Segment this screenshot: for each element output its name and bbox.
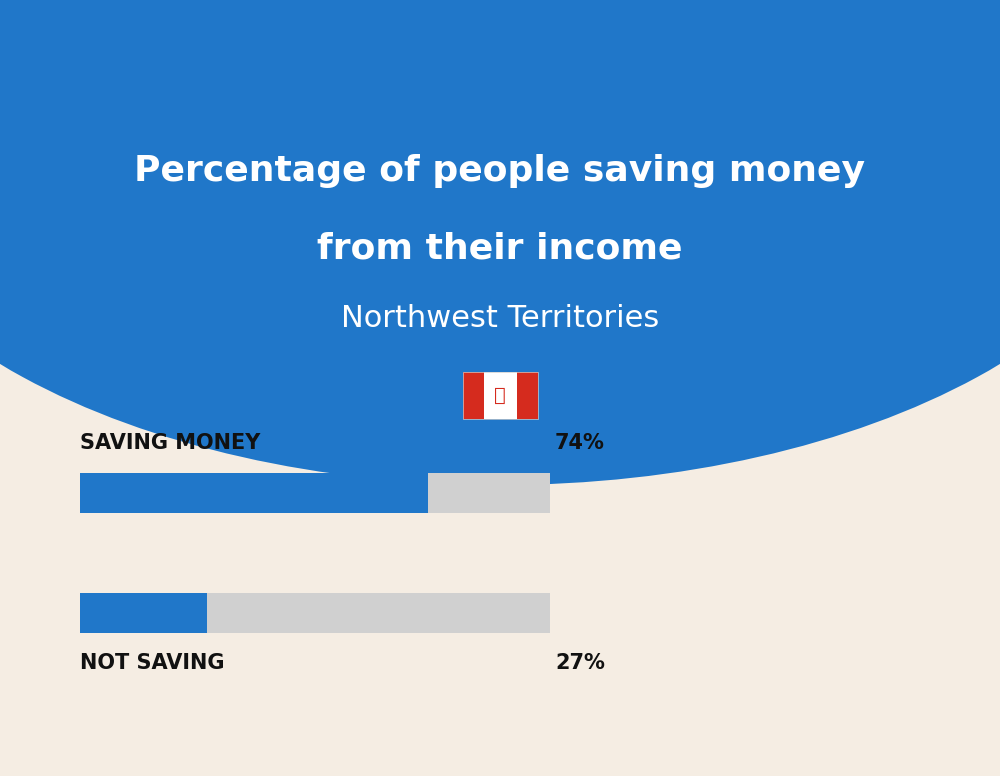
Text: SAVING MONEY: SAVING MONEY [80, 433, 260, 453]
Bar [484, 372, 517, 419]
Bar [80, 473, 428, 513]
Bar [80, 593, 207, 633]
Text: Percentage of people saving money: Percentage of people saving money [134, 154, 866, 188]
Text: NOT SAVING: NOT SAVING [80, 653, 224, 673]
Bar [80, 473, 550, 513]
Text: 27%: 27% [555, 653, 605, 673]
Text: 🍁: 🍁 [494, 386, 506, 405]
Bar [80, 593, 550, 633]
Text: 74%: 74% [555, 433, 605, 453]
Text: from their income: from their income [317, 231, 683, 265]
Text: Northwest Territories: Northwest Territories [341, 303, 659, 333]
Bar [517, 372, 538, 419]
Ellipse shape [0, 0, 1000, 485]
Bar [462, 372, 538, 419]
Bar [462, 372, 484, 419]
